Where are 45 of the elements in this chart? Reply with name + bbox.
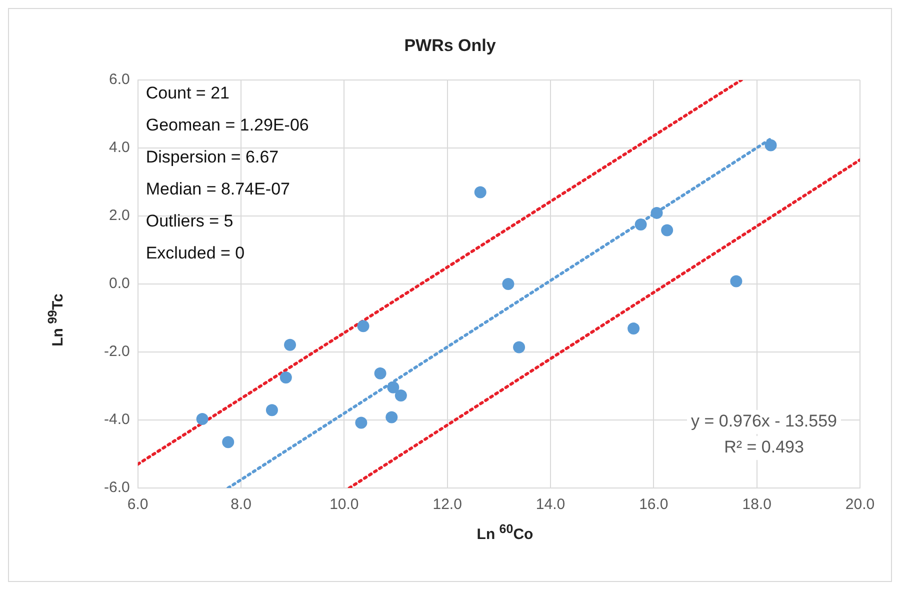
annotation: Geomean = 1.29E-06 — [146, 116, 309, 135]
point — [650, 206, 663, 219]
chart-title: PWRs Only — [403, 36, 497, 56]
y-tick-label: -2.0 — [104, 343, 130, 360]
annotation: Excluded = 0 — [146, 244, 245, 263]
point — [357, 320, 370, 332]
point — [280, 372, 292, 384]
point — [394, 390, 407, 402]
point — [634, 218, 647, 230]
x-tick-label: 18.0 — [742, 496, 772, 514]
point — [730, 275, 742, 288]
annotation: Dispersion = 6.67 — [146, 148, 279, 167]
x-tick-label: 8.0 — [230, 496, 252, 514]
x-tick-label: 6.0 — [127, 496, 148, 514]
x-tick-label: 10.0 — [330, 496, 359, 514]
point — [502, 278, 514, 290]
point — [386, 411, 398, 424]
point — [661, 224, 674, 236]
annotation: Outliers = 5 — [146, 212, 234, 231]
point — [474, 186, 486, 198]
y-tick-label: 4.0 — [108, 139, 130, 156]
point — [628, 322, 640, 335]
y-tick-label: 6.0 — [108, 71, 130, 88]
point — [355, 416, 368, 429]
y-tick-label: 0.0 — [108, 275, 130, 292]
point — [284, 338, 296, 351]
point — [222, 436, 234, 448]
annotation: R² = 0.493 — [724, 438, 804, 457]
x-tick-label: 20.0 — [845, 496, 875, 514]
point — [266, 404, 278, 416]
x-tick-label: 12.0 — [432, 496, 462, 514]
y-tick-label: -4.0 — [104, 411, 130, 428]
y-tick-label: -6.0 — [104, 479, 130, 496]
annotation: y = 0.976x - 13.559 — [690, 412, 838, 431]
point — [387, 381, 400, 394]
annotation: Median = 8.74E-07 — [146, 180, 290, 199]
x-tick-label: 16.0 — [639, 496, 668, 514]
x-tick-label: 14.0 — [536, 496, 566, 514]
point — [374, 367, 386, 380]
y-tick-label: 2.0 — [108, 207, 130, 224]
point — [513, 341, 526, 354]
x-axis-title: Ln $^{60}$Co — [476, 522, 534, 543]
point — [764, 139, 777, 152]
point — [196, 412, 208, 425]
annotation: Count = 21 — [146, 84, 230, 103]
